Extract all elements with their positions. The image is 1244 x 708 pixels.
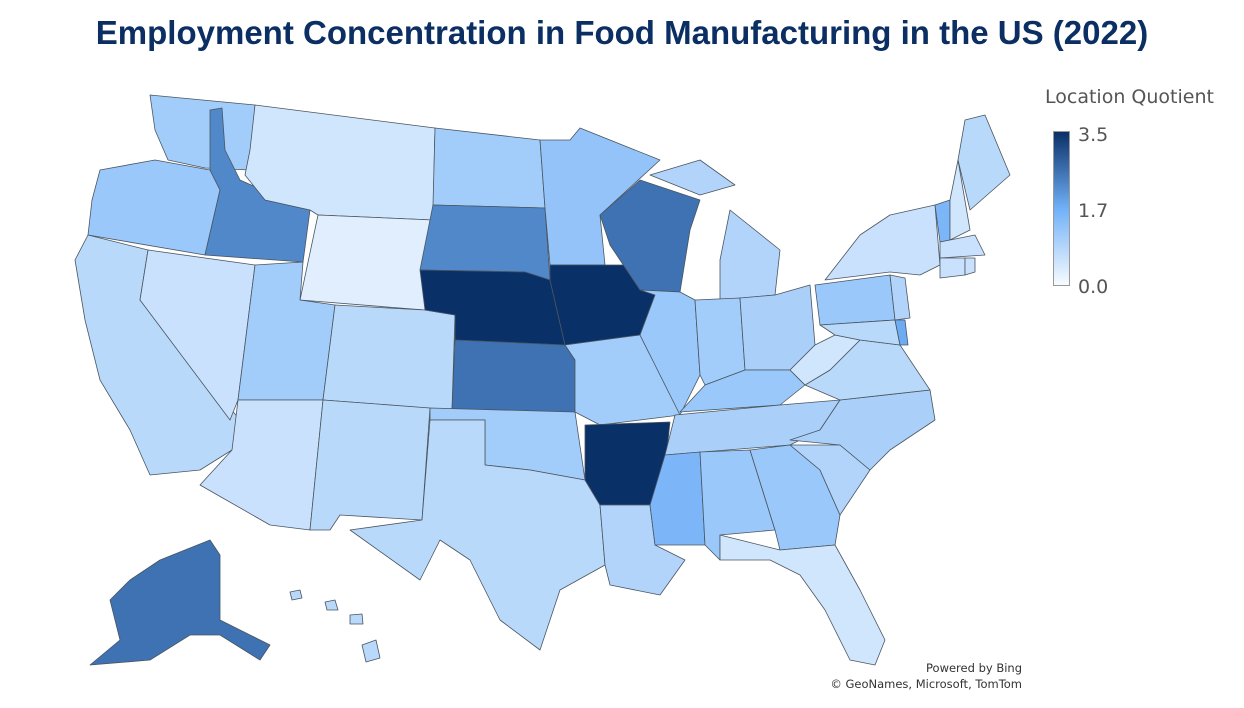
- state-in[interactable]: [694, 297, 746, 386]
- state-sd[interactable]: [419, 204, 551, 281]
- legend-color-scale: [1053, 131, 1070, 286]
- state-wy[interactable]: [299, 214, 434, 311]
- state-sc[interactable]: [789, 444, 871, 516]
- legend-max-label: 3.5: [1078, 124, 1109, 146]
- state-hi[interactable]: [361, 639, 381, 663]
- state-ct[interactable]: [939, 257, 966, 279]
- state-md[interactable]: [819, 319, 901, 346]
- copyright-notice: © GeoNames, Microsoft, TomTom: [830, 677, 1022, 691]
- state-ma[interactable]: [939, 234, 986, 259]
- state-mi[interactable]: [649, 159, 736, 196]
- state-wi[interactable]: [599, 179, 701, 293]
- state-fl[interactable]: [719, 534, 886, 666]
- state-hi[interactable]: [324, 599, 339, 611]
- state-nd[interactable]: [432, 127, 546, 209]
- state-pa[interactable]: [814, 274, 896, 326]
- state-nv[interactable]: [139, 249, 256, 421]
- state-mi[interactable]: [719, 209, 781, 301]
- state-me[interactable]: [957, 114, 1011, 211]
- state-nm[interactable]: [309, 399, 431, 531]
- state-hi[interactable]: [289, 589, 303, 601]
- legend-title: Location Quotient: [1045, 86, 1214, 108]
- legend-min-label: 0.0: [1078, 276, 1109, 298]
- state-co[interactable]: [322, 304, 456, 411]
- map-title: Employment Concentration in Food Manufac…: [95, 14, 1149, 51]
- state-ak[interactable]: [89, 539, 271, 666]
- state-de[interactable]: [894, 319, 909, 346]
- state-hi[interactable]: [349, 613, 364, 625]
- state-nc[interactable]: [789, 389, 936, 471]
- map-attribution: Powered by Bing © GeoNames, Microsoft, T…: [830, 660, 1022, 692]
- legend-mid-label: 1.7: [1078, 200, 1109, 222]
- state-wa[interactable]: [149, 94, 256, 171]
- state-nh[interactable]: [949, 159, 971, 241]
- state-ny[interactable]: [824, 204, 941, 281]
- state-tx[interactable]: [349, 419, 606, 651]
- state-ks[interactable]: [451, 339, 576, 413]
- state-ri[interactable]: [964, 257, 976, 276]
- powered-by-bing: Powered by Bing: [926, 661, 1022, 675]
- state-nj[interactable]: [889, 274, 911, 321]
- state-ms[interactable]: [649, 451, 706, 546]
